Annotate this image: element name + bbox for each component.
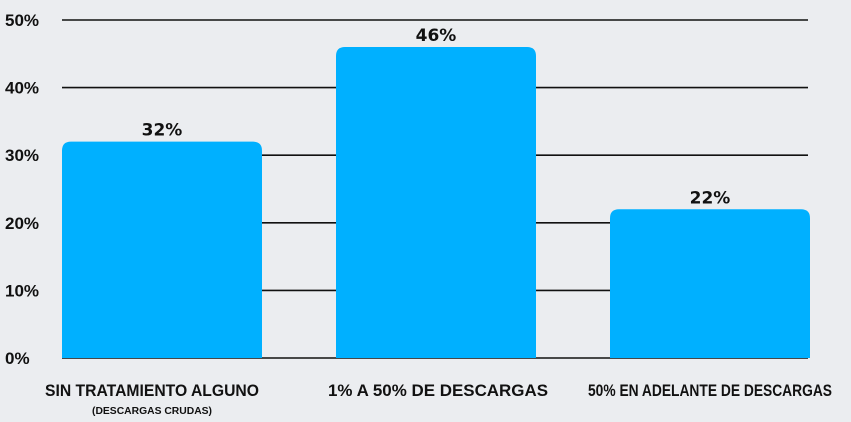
bar-1 [62, 141, 262, 358]
bar-2 [336, 47, 536, 358]
y-tick-label: 50% [5, 11, 39, 30]
y-tick-label: 40% [5, 79, 39, 98]
labels: 0% 10% 20% 30% 40% 50% 32% SIN TRATAMIENTO ALGU… [5, 11, 832, 417]
y-tick-label: 0% [5, 349, 30, 368]
x-tick-label: 1% A 50% DE DESCARGAS [328, 381, 548, 400]
bars [62, 47, 810, 358]
y-tick-label: 10% [5, 281, 39, 300]
x-tick-sublabel: (DESCARGAS CRUDAS) [92, 405, 212, 417]
y-tick-label: 30% [5, 146, 39, 165]
data-label: 32% [142, 121, 183, 141]
bar-3 [610, 209, 810, 358]
x-tick-label: SIN TRATAMIENTO ALGUNO [45, 381, 259, 400]
x-tick-label: 50% EN ADELANTE DE DESCARGAS [588, 381, 832, 400]
data-label: 46% [416, 26, 457, 46]
y-tick-label: 20% [5, 214, 39, 233]
data-label: 22% [690, 188, 731, 208]
